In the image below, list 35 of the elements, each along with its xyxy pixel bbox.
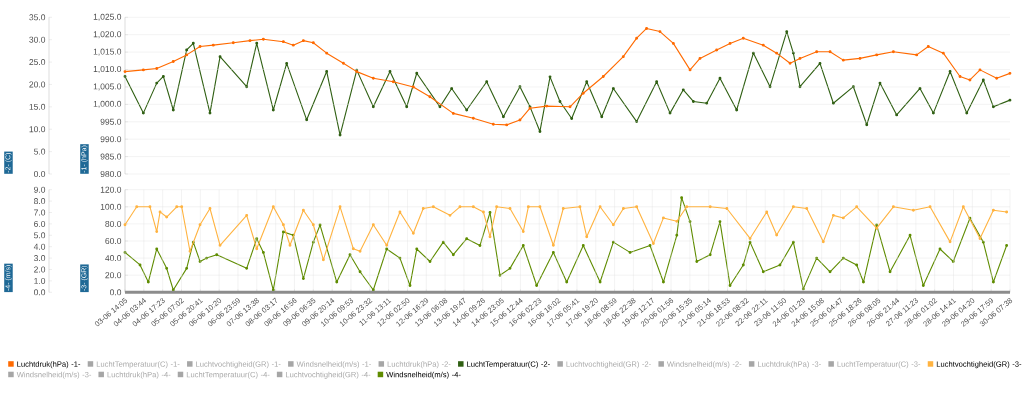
y2-tick-label: 10.0 bbox=[29, 126, 46, 133]
y-tick-label: 120.0 bbox=[100, 186, 122, 193]
y2-tick-label: 9.0 bbox=[34, 186, 46, 193]
y2-tick-label: 7.0 bbox=[34, 209, 46, 216]
y2-tick-label: 1.0 bbox=[34, 277, 46, 284]
y-tick-label: 100.0 bbox=[100, 203, 122, 210]
y2-tick-label: 2.0 bbox=[34, 266, 46, 273]
y2-tick-label: 30.0 bbox=[29, 36, 46, 43]
y-tick-label: 1,005.0 bbox=[93, 83, 122, 91]
y-tick-label: 80.0 bbox=[105, 220, 122, 227]
y2-tick-label: 5.0 bbox=[34, 232, 46, 239]
y2-tick-label: 15.0 bbox=[29, 103, 46, 110]
y-tick-label: 1,015.0 bbox=[93, 48, 122, 56]
y-tick-label: 0.0 bbox=[109, 289, 122, 296]
y2-tick-label: 3.0 bbox=[33, 255, 46, 262]
y2-tick-label: 0.0 bbox=[33, 171, 46, 177]
y-tick-label: 20.0 bbox=[105, 272, 122, 279]
y2-tick-label: 4.0 bbox=[33, 243, 46, 250]
y-tick-label: 990.0 bbox=[100, 136, 122, 143]
y-tick-label: 60.0 bbox=[105, 238, 122, 244]
y-tick-label: 1,025.0 bbox=[93, 13, 122, 21]
y2-tick-label: 20.0 bbox=[29, 81, 46, 88]
y-tick-label: 985.0 bbox=[100, 153, 122, 160]
y-tick-label: 40.0 bbox=[105, 255, 122, 262]
y-tick-label: 1,020.0 bbox=[93, 31, 122, 39]
y-tick-label: 995.0 bbox=[100, 118, 122, 125]
y2-tick-label: 35.0 bbox=[29, 14, 46, 21]
y2-tick-label: 8.0 bbox=[34, 198, 46, 205]
y-tick-label: 1,000.0 bbox=[93, 100, 122, 108]
y2-tick-label: 25.0 bbox=[29, 59, 46, 66]
y2-tick-label: 5.0 bbox=[34, 148, 46, 155]
y2-tick-label: 6.0 bbox=[34, 220, 46, 227]
y2-tick-label: 0.0 bbox=[33, 289, 46, 296]
y-tick-label: 1,010.0 bbox=[93, 66, 122, 74]
y-tick-label: 980.0 bbox=[100, 171, 122, 177]
